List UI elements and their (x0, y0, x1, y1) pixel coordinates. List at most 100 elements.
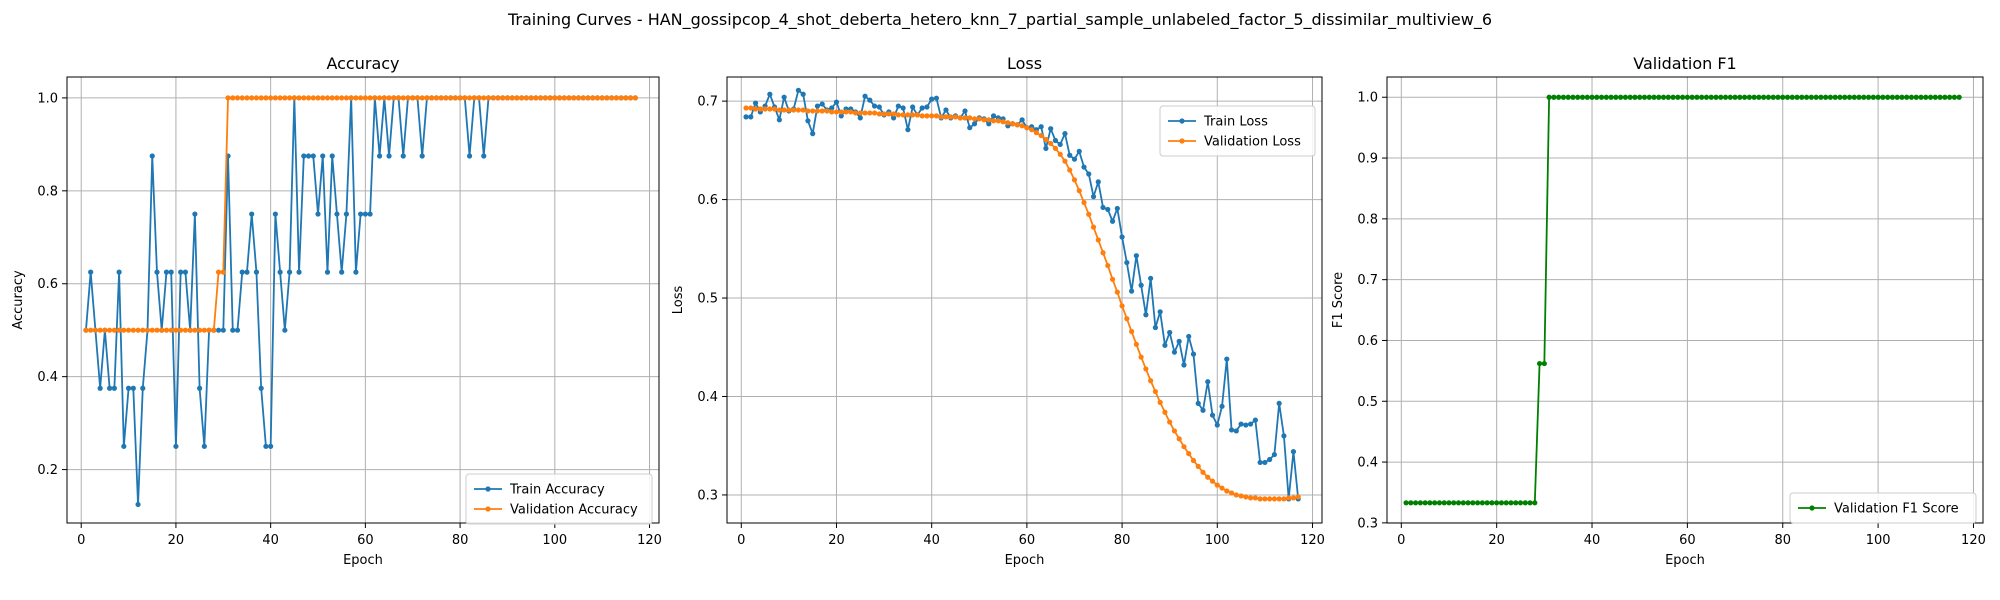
data-point (1228, 427, 1235, 433)
data-point (1262, 459, 1268, 466)
data-point (1784, 94, 1791, 100)
data-point (1951, 94, 1957, 100)
data-point (277, 269, 283, 275)
data-point (556, 95, 563, 101)
data-point (1851, 94, 1857, 100)
data-point (1005, 120, 1011, 126)
data-point (485, 95, 492, 101)
data-point (1923, 94, 1929, 100)
data-point (1846, 94, 1853, 100)
data-point (1105, 206, 1111, 213)
data-point (990, 118, 997, 124)
data-point (291, 95, 297, 101)
data-point (88, 269, 94, 275)
y-tick-label: 0.4 (697, 390, 718, 405)
data-point (272, 95, 278, 101)
data-point (1119, 303, 1125, 309)
data-point (1162, 409, 1168, 415)
data-point (1043, 136, 1049, 143)
data-point (1129, 288, 1135, 294)
data-point (1589, 94, 1595, 100)
data-point (1746, 94, 1752, 100)
data-point (1033, 130, 1039, 136)
y-tick-label: 0.4 (1357, 456, 1378, 471)
data-point (362, 95, 368, 101)
data-point (1205, 474, 1211, 480)
data-point (1780, 94, 1786, 100)
data-point (933, 95, 940, 101)
data-point (519, 95, 525, 101)
data-point (618, 95, 624, 101)
data-point (1479, 500, 1485, 506)
data-point (249, 211, 255, 217)
data-point (1190, 351, 1197, 357)
data-point (1789, 94, 1795, 100)
data-point (1276, 496, 1282, 502)
data-point (1646, 94, 1652, 100)
data-point (1228, 490, 1235, 496)
data-point (362, 211, 368, 217)
data-point (590, 95, 596, 101)
data-point (258, 385, 264, 391)
data-point (1200, 469, 1206, 475)
data-point (1641, 94, 1648, 100)
subplot-3: 0 20 40 60 80 100 120 0.3 0.4 0.5 0.6 0.7 0.8 0.9 1.0 V… (1331, 54, 1986, 568)
data-point (772, 106, 778, 112)
data-point (1765, 94, 1772, 100)
data-point (1694, 94, 1700, 100)
y-axis-label: Loss (671, 286, 686, 315)
data-point (1071, 156, 1078, 162)
data-point (376, 95, 383, 101)
data-point (1522, 500, 1528, 506)
data-point (1446, 500, 1452, 506)
data-point (182, 269, 188, 275)
data-point (1081, 164, 1087, 170)
data-point (795, 87, 802, 93)
data-point (995, 118, 1001, 124)
data-point (310, 95, 316, 101)
data-point (1214, 482, 1220, 488)
data-point (135, 327, 141, 333)
data-point (833, 99, 840, 105)
data-point (1209, 412, 1216, 418)
data-point (211, 327, 217, 333)
data-point (121, 443, 127, 449)
data-point (334, 95, 340, 101)
data-point (1498, 500, 1505, 506)
data-point (1233, 492, 1239, 498)
data-point (249, 95, 255, 101)
data-point (182, 327, 188, 333)
data-point (1465, 500, 1471, 506)
data-point (1575, 94, 1581, 100)
data-point (253, 95, 260, 101)
x-tick-label: 40 (1584, 533, 1601, 548)
data-point (178, 269, 184, 275)
legend-label: Validation F1 Score (1834, 502, 1959, 517)
data-point (83, 327, 89, 333)
data-point (800, 107, 806, 113)
data-point (1057, 141, 1063, 148)
data-point (1494, 500, 1500, 506)
data-point (400, 153, 406, 159)
x-tick-label: 100 (542, 533, 567, 548)
data-point (1186, 450, 1192, 457)
x-tick-label: 0 (1397, 533, 1405, 548)
data-point (239, 95, 245, 101)
data-point (962, 108, 968, 114)
y-tick-label: 0.3 (697, 488, 718, 503)
data-point (1842, 94, 1848, 100)
data-point (876, 111, 882, 117)
data-point (580, 95, 586, 101)
data-point (1775, 94, 1781, 100)
data-point (1124, 316, 1130, 322)
data-point (1062, 158, 1068, 164)
data-point (838, 109, 844, 115)
data-point (895, 112, 901, 118)
data-point (1138, 282, 1144, 288)
data-point (632, 95, 638, 101)
data-point (990, 113, 997, 119)
data-point (1894, 94, 1900, 100)
data-point (1048, 140, 1054, 147)
data-point (168, 327, 174, 333)
data-point (1000, 119, 1006, 125)
